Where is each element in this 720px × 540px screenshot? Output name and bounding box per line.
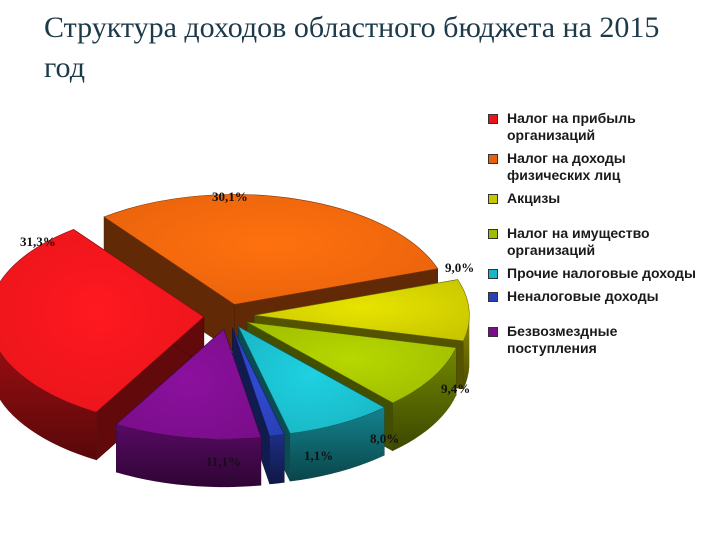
legend-item: Налог на доходы физических лиц [488,150,710,184]
legend-item: Акцизы [488,190,710,207]
legend-item: Налог на имущество организаций [488,225,710,259]
slice-value-label: 11,1% [206,454,241,469]
legend-item: Налог на прибыль организаций [488,110,710,144]
legend-item: Безвозмездные поступления [488,323,710,357]
pie-slice [115,328,262,488]
legend-label: Акцизы [507,190,561,206]
legend-swatch [488,154,498,164]
legend-swatch [488,327,498,337]
legend-swatch [488,114,498,124]
legend-label: Прочие налоговые доходы [507,265,696,281]
legend-swatch [488,229,498,239]
slide-title: Структура доходов областного бюджета на … [44,11,660,84]
slice-value-label: 1,1% [304,448,333,463]
legend-swatch [488,194,498,204]
chart-legend: Налог на прибыль организаций Налог на дох… [488,110,710,363]
slice-value-label: 8,0% [370,431,399,446]
legend-label: Налог на имущество организаций [507,225,650,258]
legend-label: Налог на доходы физических лиц [507,150,626,183]
legend-label: Неналоговые доходы [507,288,659,304]
legend-item: Неналоговые доходы [488,288,710,305]
slice-value-label: 31,3% [20,234,56,249]
legend-swatch [488,269,498,279]
legend-swatch [488,292,498,302]
legend-item: Прочие налоговые доходы [488,265,710,282]
slice-value-label: 9,4% [441,381,470,396]
legend-label: Безвозмездные поступления [507,323,618,356]
slice-value-label: 30,1% [212,189,248,204]
legend-label: Налог на прибыль организаций [507,110,636,143]
slice-value-label: 9,0% [445,260,474,275]
